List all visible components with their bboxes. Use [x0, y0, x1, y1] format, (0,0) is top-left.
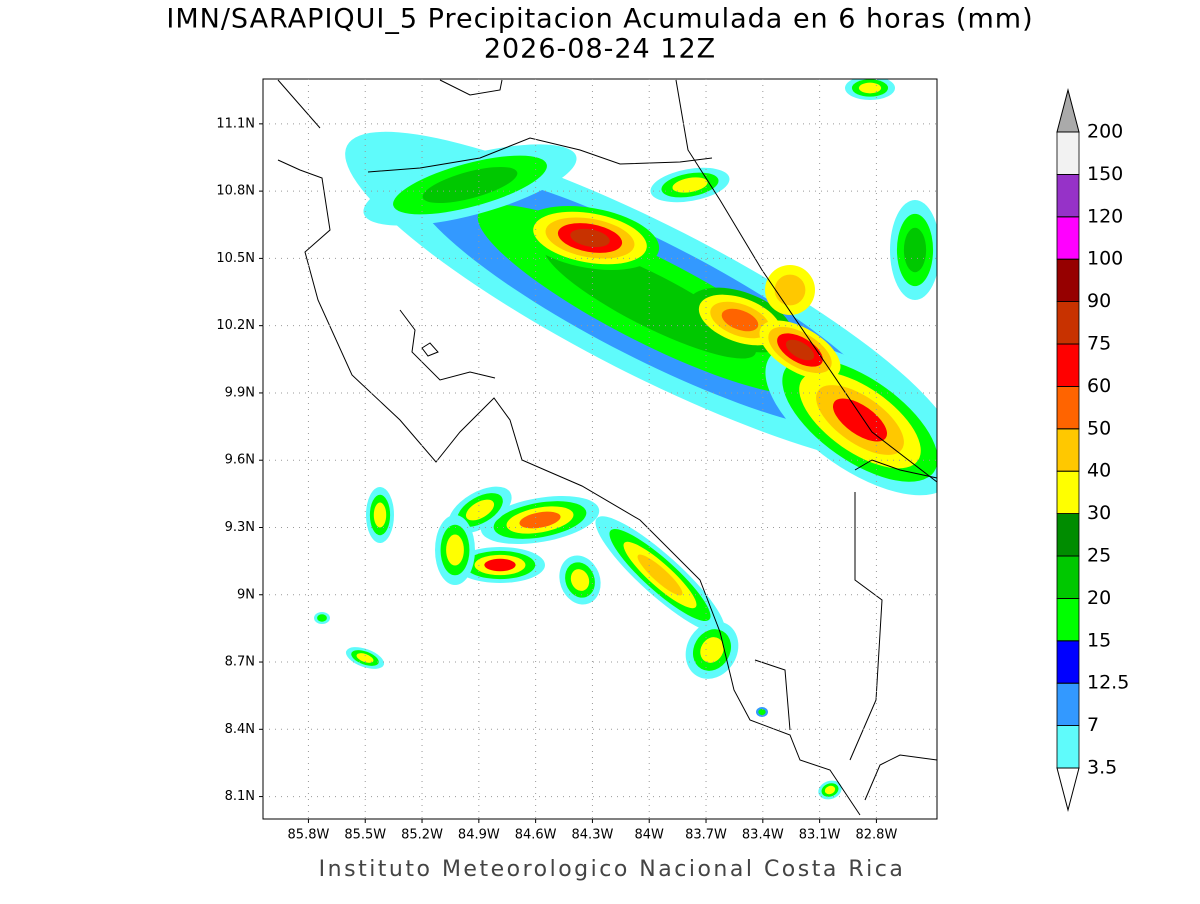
- rain-area: [903, 227, 927, 273]
- colorbar-box: [1056, 173, 1080, 218]
- colorbar-box: [1056, 513, 1080, 557]
- colorbar-label: 120: [1087, 205, 1123, 227]
- coastlines: [277, 79, 938, 816]
- rain-area: [637, 554, 683, 596]
- title: IMN/SARAPIQUI_5 Precipitacion Acumulada …: [166, 4, 1033, 35]
- rain-area: [832, 398, 888, 442]
- colorbar-under: [1056, 767, 1080, 812]
- y-tick-label: 9.6N: [225, 453, 255, 468]
- coastline: [849, 459, 938, 801]
- y-tick-label: 8.4N: [225, 722, 255, 737]
- colorbar-label: 20: [1087, 587, 1111, 609]
- rain-area: [317, 614, 327, 622]
- rain-area: [570, 569, 590, 591]
- rain-area: [465, 499, 495, 521]
- colorbar-label: 15: [1087, 629, 1111, 651]
- x-tick-label: 83.7W: [685, 828, 727, 843]
- precipitation-field: [314, 79, 937, 800]
- colorbar-label: 90: [1087, 290, 1111, 312]
- colorbar-label: 3.5: [1087, 757, 1117, 779]
- y-tick-label: 10.5N: [216, 251, 255, 266]
- x-tick-label: 84.6W: [515, 828, 557, 843]
- y-tick-label: 9.3N: [225, 520, 255, 535]
- colorbar-box: [1056, 131, 1080, 175]
- rain-area: [446, 534, 464, 566]
- x-tick-label: 83.1W: [799, 828, 841, 843]
- map-frame: [262, 78, 938, 820]
- x-tick-label: 85.2W: [401, 828, 443, 843]
- rain-area: [484, 558, 516, 572]
- rain-area: [519, 511, 561, 529]
- colorbar-box: [1056, 343, 1080, 387]
- subtitle: 2026-08-24 12Z: [484, 34, 716, 65]
- colorbar-label: 7: [1087, 714, 1099, 736]
- colorbar-label: 12.5: [1087, 672, 1129, 694]
- y-tick-label: 10.8N: [216, 184, 255, 199]
- rain-area: [356, 653, 374, 663]
- x-tick-label: 85.8W: [288, 828, 330, 843]
- rain-area: [672, 177, 708, 193]
- colorbar-label: 150: [1087, 163, 1123, 185]
- x-tick-label: 84W: [635, 828, 665, 843]
- y-tick-label: 8.7N: [225, 655, 255, 670]
- coastline: [277, 159, 861, 816]
- x-tick-label: 83.4W: [742, 828, 784, 843]
- colorbar-label: 200: [1087, 121, 1123, 143]
- colorbar-label: 75: [1087, 333, 1111, 355]
- y-tick-label: 11.1N: [216, 116, 255, 131]
- colorbar-label: 60: [1087, 375, 1111, 397]
- rain-area: [570, 228, 610, 248]
- rain-area: [774, 274, 806, 306]
- colorbar-box: [1056, 428, 1080, 472]
- y-tick-label: 9N: [237, 587, 255, 602]
- island: [421, 342, 439, 357]
- x-tick-label: 82.8W: [856, 828, 898, 843]
- rain-area: [422, 166, 518, 204]
- colorbar-label: 25: [1087, 545, 1111, 567]
- colorbar-over: [1056, 88, 1080, 133]
- y-tick-label: 8.1N: [225, 789, 255, 804]
- colorbar-box: [1056, 682, 1080, 727]
- x-tick-label: 84.9W: [458, 828, 500, 843]
- rain-area: [373, 502, 387, 528]
- colorbar-box: [1056, 216, 1080, 260]
- x-tick-label: 84.3W: [572, 828, 614, 843]
- rain-area: [824, 785, 836, 795]
- colorbar-box: [1056, 301, 1080, 345]
- coastline: [399, 309, 496, 381]
- colorbar-box: [1056, 598, 1080, 642]
- rain-area: [858, 82, 882, 94]
- footer: Instituto Meteorologico Nacional Costa R…: [319, 857, 906, 882]
- colorbar-label: 100: [1087, 248, 1123, 270]
- colorbar-box: [1056, 640, 1080, 684]
- rain-area: [785, 339, 815, 361]
- y-tick-label: 9.9N: [225, 385, 255, 400]
- colorbar-box: [1056, 258, 1080, 303]
- colorbar-box: [1056, 555, 1080, 599]
- coastline: [277, 79, 791, 731]
- colorbar-label: 40: [1087, 460, 1111, 482]
- x-tick-label: 85.5W: [344, 828, 386, 843]
- border: [367, 137, 713, 173]
- coastline: [675, 79, 938, 483]
- colorbar-box: [1056, 470, 1080, 515]
- colorbar-label: 50: [1087, 417, 1111, 439]
- colorbar-label: 30: [1087, 502, 1111, 524]
- rain-area: [758, 708, 766, 716]
- colorbar-box: [1056, 725, 1080, 769]
- colorbar-box: [1056, 385, 1080, 430]
- y-tick-label: 10.2N: [216, 318, 255, 333]
